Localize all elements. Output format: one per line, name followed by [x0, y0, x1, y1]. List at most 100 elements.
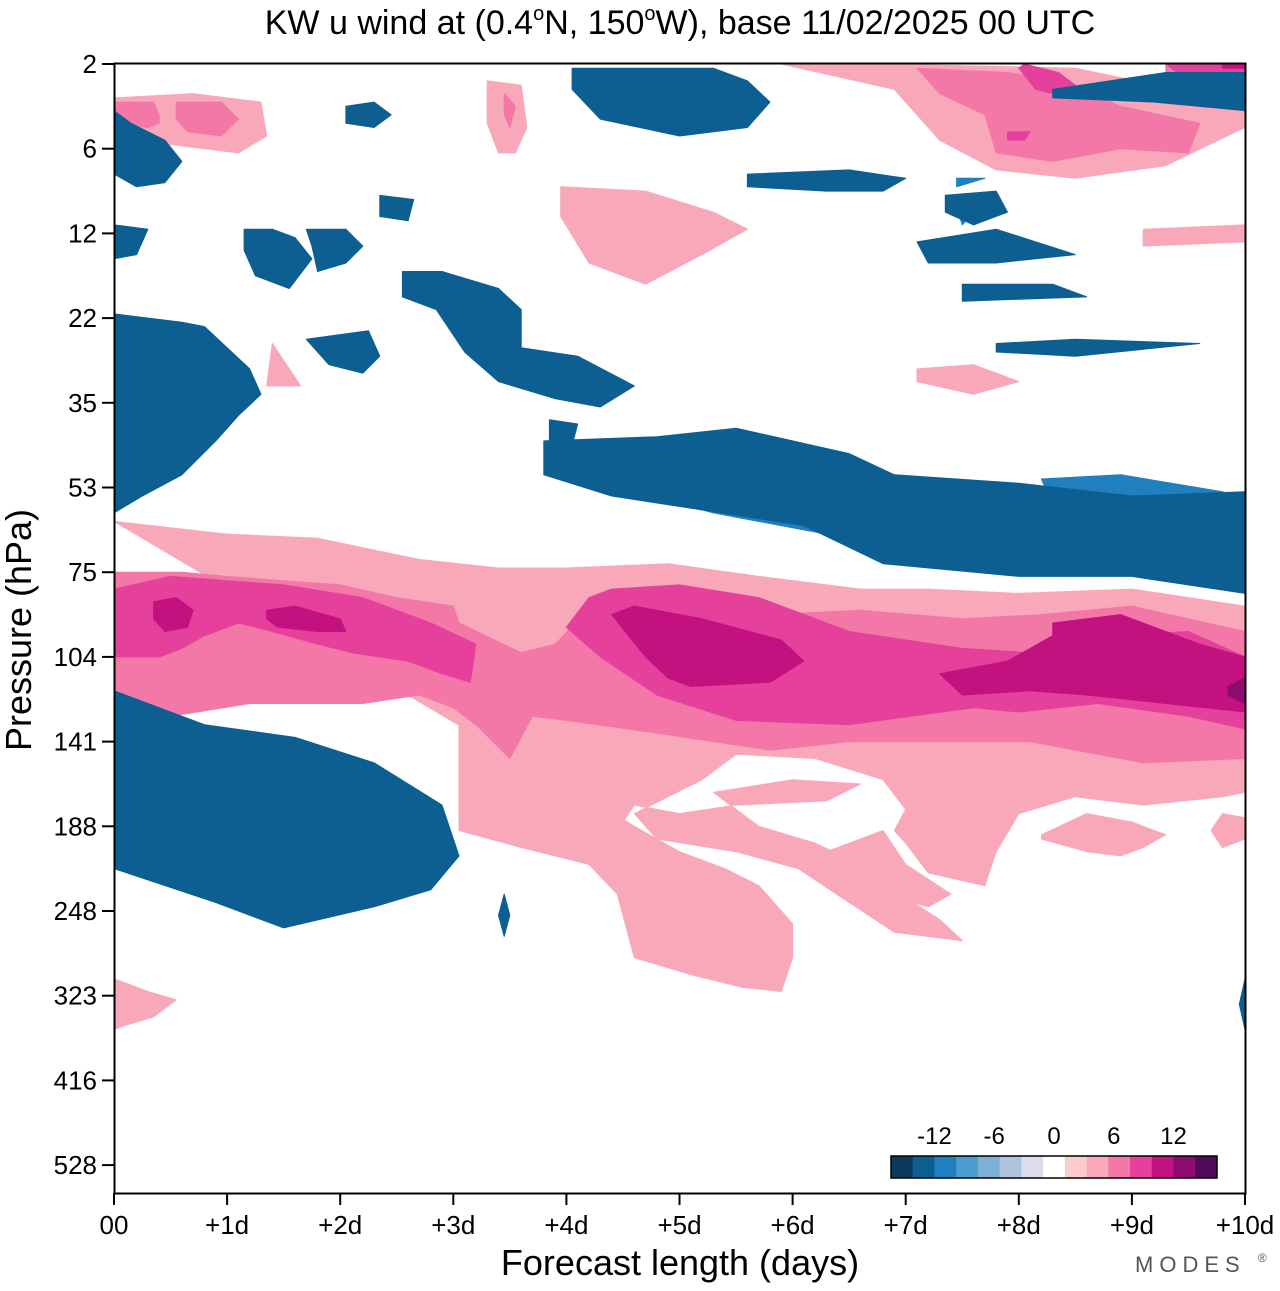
contour-region-43: [458, 656, 794, 992]
x-tick-label: +2d: [318, 1210, 362, 1240]
y-tick-label: 2: [83, 49, 97, 79]
x-tick-label: +5d: [657, 1210, 701, 1240]
colorbar-tick-label: 0: [1047, 1123, 1060, 1150]
contour-region-1: [114, 313, 262, 514]
contour-region-46: [1210, 813, 1245, 848]
contour-region-38: [560, 186, 748, 285]
contour-region-45: [1040, 813, 1167, 857]
x-tick-label: 00: [100, 1210, 129, 1240]
contour-region-40: [266, 343, 302, 387]
contour-region-19: [498, 893, 511, 937]
colorbar-swatch: [977, 1156, 1000, 1178]
contour-region-44: [826, 830, 952, 908]
contour-region-2: [345, 101, 392, 128]
contour-region-0: [114, 110, 183, 188]
colorbar-swatch: [999, 1156, 1022, 1178]
logo-wordmark: MODES: [1135, 1252, 1246, 1277]
contour-region-56: [153, 597, 194, 632]
chart-title: KW u wind at (0.4oN, 150oW), base 11/02/…: [265, 3, 1096, 42]
contour-region-57: [266, 605, 347, 632]
x-tick-label: +1d: [205, 1210, 249, 1240]
contour-region-50: [503, 93, 516, 128]
colorbar-swatch: [1064, 1156, 1087, 1178]
contour-region-6: [243, 228, 313, 289]
contour-region-47: [114, 978, 177, 1031]
x-tick-label: +10d: [1216, 1210, 1275, 1240]
colorbar-swatch: [1173, 1156, 1196, 1178]
contour-region-5: [114, 224, 149, 260]
y-tick-label: 416: [54, 1065, 97, 1095]
y-tick-label: 188: [54, 811, 97, 841]
colorbar-swatch: [1021, 1156, 1044, 1178]
title-degree-sign: o: [533, 3, 544, 25]
title-part: N, 150: [544, 4, 644, 42]
y-tick-label: 22: [68, 303, 97, 333]
contour-region-60: [1227, 677, 1245, 704]
y-tick-label: 248: [54, 896, 97, 926]
colorbar-swatch: [934, 1156, 957, 1178]
title-degree-sign: o: [644, 3, 655, 25]
contour-region-17: [1052, 72, 1245, 112]
colorbar-swatch: [1195, 1156, 1218, 1178]
colorbar-tick-label: 6: [1107, 1123, 1120, 1150]
colorbar-swatch: [1151, 1156, 1174, 1178]
x-tick-label: +6d: [771, 1210, 815, 1240]
colorbar-swatch: [891, 1156, 914, 1178]
x-tick-label: +9d: [1110, 1210, 1154, 1240]
contour-region-13: [944, 190, 1008, 226]
colorbar-tick-label: -12: [917, 1123, 952, 1150]
y-tick-label: 53: [68, 473, 97, 503]
colorbar-tick-label: 12: [1160, 1123, 1187, 1150]
x-tick-label: +4d: [544, 1210, 588, 1240]
contour-region-59: [939, 614, 1245, 713]
y-axis-label: Pressure (hPa): [0, 509, 39, 751]
colorbar-swatch: [956, 1156, 979, 1178]
y-tick-label: 12: [68, 218, 97, 248]
contour-region-12: [746, 169, 907, 192]
contour-region-41: [916, 364, 1020, 395]
colorbar-tick-label: -6: [984, 1123, 1005, 1150]
y-tick-label: 323: [54, 981, 97, 1011]
contour-region-18: [114, 690, 460, 929]
contour-region-14: [916, 228, 1076, 264]
contour-region-49: [175, 101, 239, 137]
contour-region-64: [1221, 63, 1245, 69]
y-tick-label: 528: [54, 1150, 97, 1180]
colorbar-swatch: [1108, 1156, 1131, 1178]
colorbar-frame: [890, 1155, 1218, 1179]
y-tick-label: 75: [68, 557, 97, 587]
y-axis: 2 6 12 22 35 53 75 104 141 188 248 323 416 528: [54, 49, 114, 1180]
y-tick-label: 6: [83, 134, 97, 164]
contour-region-20: [1238, 978, 1245, 1031]
y-tick-label: 35: [68, 388, 97, 418]
contour-fill-layer: [114, 63, 1245, 1031]
title-part: W), base 11/02/2025 00 UTC: [656, 4, 1096, 42]
colorbar-swatch: [1043, 1156, 1066, 1178]
contour-region-3: [571, 67, 771, 137]
x-tick-label: +7d: [884, 1210, 928, 1240]
contour-region-7: [305, 228, 364, 272]
contour-region-8: [401, 271, 635, 408]
contour-region-9: [305, 330, 381, 374]
y-tick-label: 141: [54, 727, 97, 757]
x-axis: 00 +1d +2d +3d +4d +5d +6d +7d +8d +9d +10d: [100, 1193, 1275, 1240]
colorbar: -12 -6 0 6 12: [890, 1123, 1218, 1179]
colorbar-swatch: [912, 1156, 935, 1178]
colorbar-swatch: [1086, 1156, 1109, 1178]
contour-region-39: [1142, 224, 1245, 247]
y-tick-label: 104: [54, 642, 97, 672]
contour-region-63: [1007, 131, 1031, 141]
colorbar-swatch: [1130, 1156, 1153, 1178]
contour-region-16: [995, 338, 1201, 357]
title-part: KW u wind at (0.4: [265, 4, 533, 42]
contour-region-15: [961, 283, 1088, 302]
modes-logo: MODES ®: [1135, 1251, 1273, 1277]
logo-registered-mark: ®: [1258, 1251, 1273, 1265]
x-tick-label: +8d: [997, 1210, 1041, 1240]
contour-region-58: [611, 605, 805, 687]
x-tick-label: +3d: [431, 1210, 475, 1240]
contour-region-4: [379, 194, 415, 222]
contour-region-27: [956, 177, 986, 188]
